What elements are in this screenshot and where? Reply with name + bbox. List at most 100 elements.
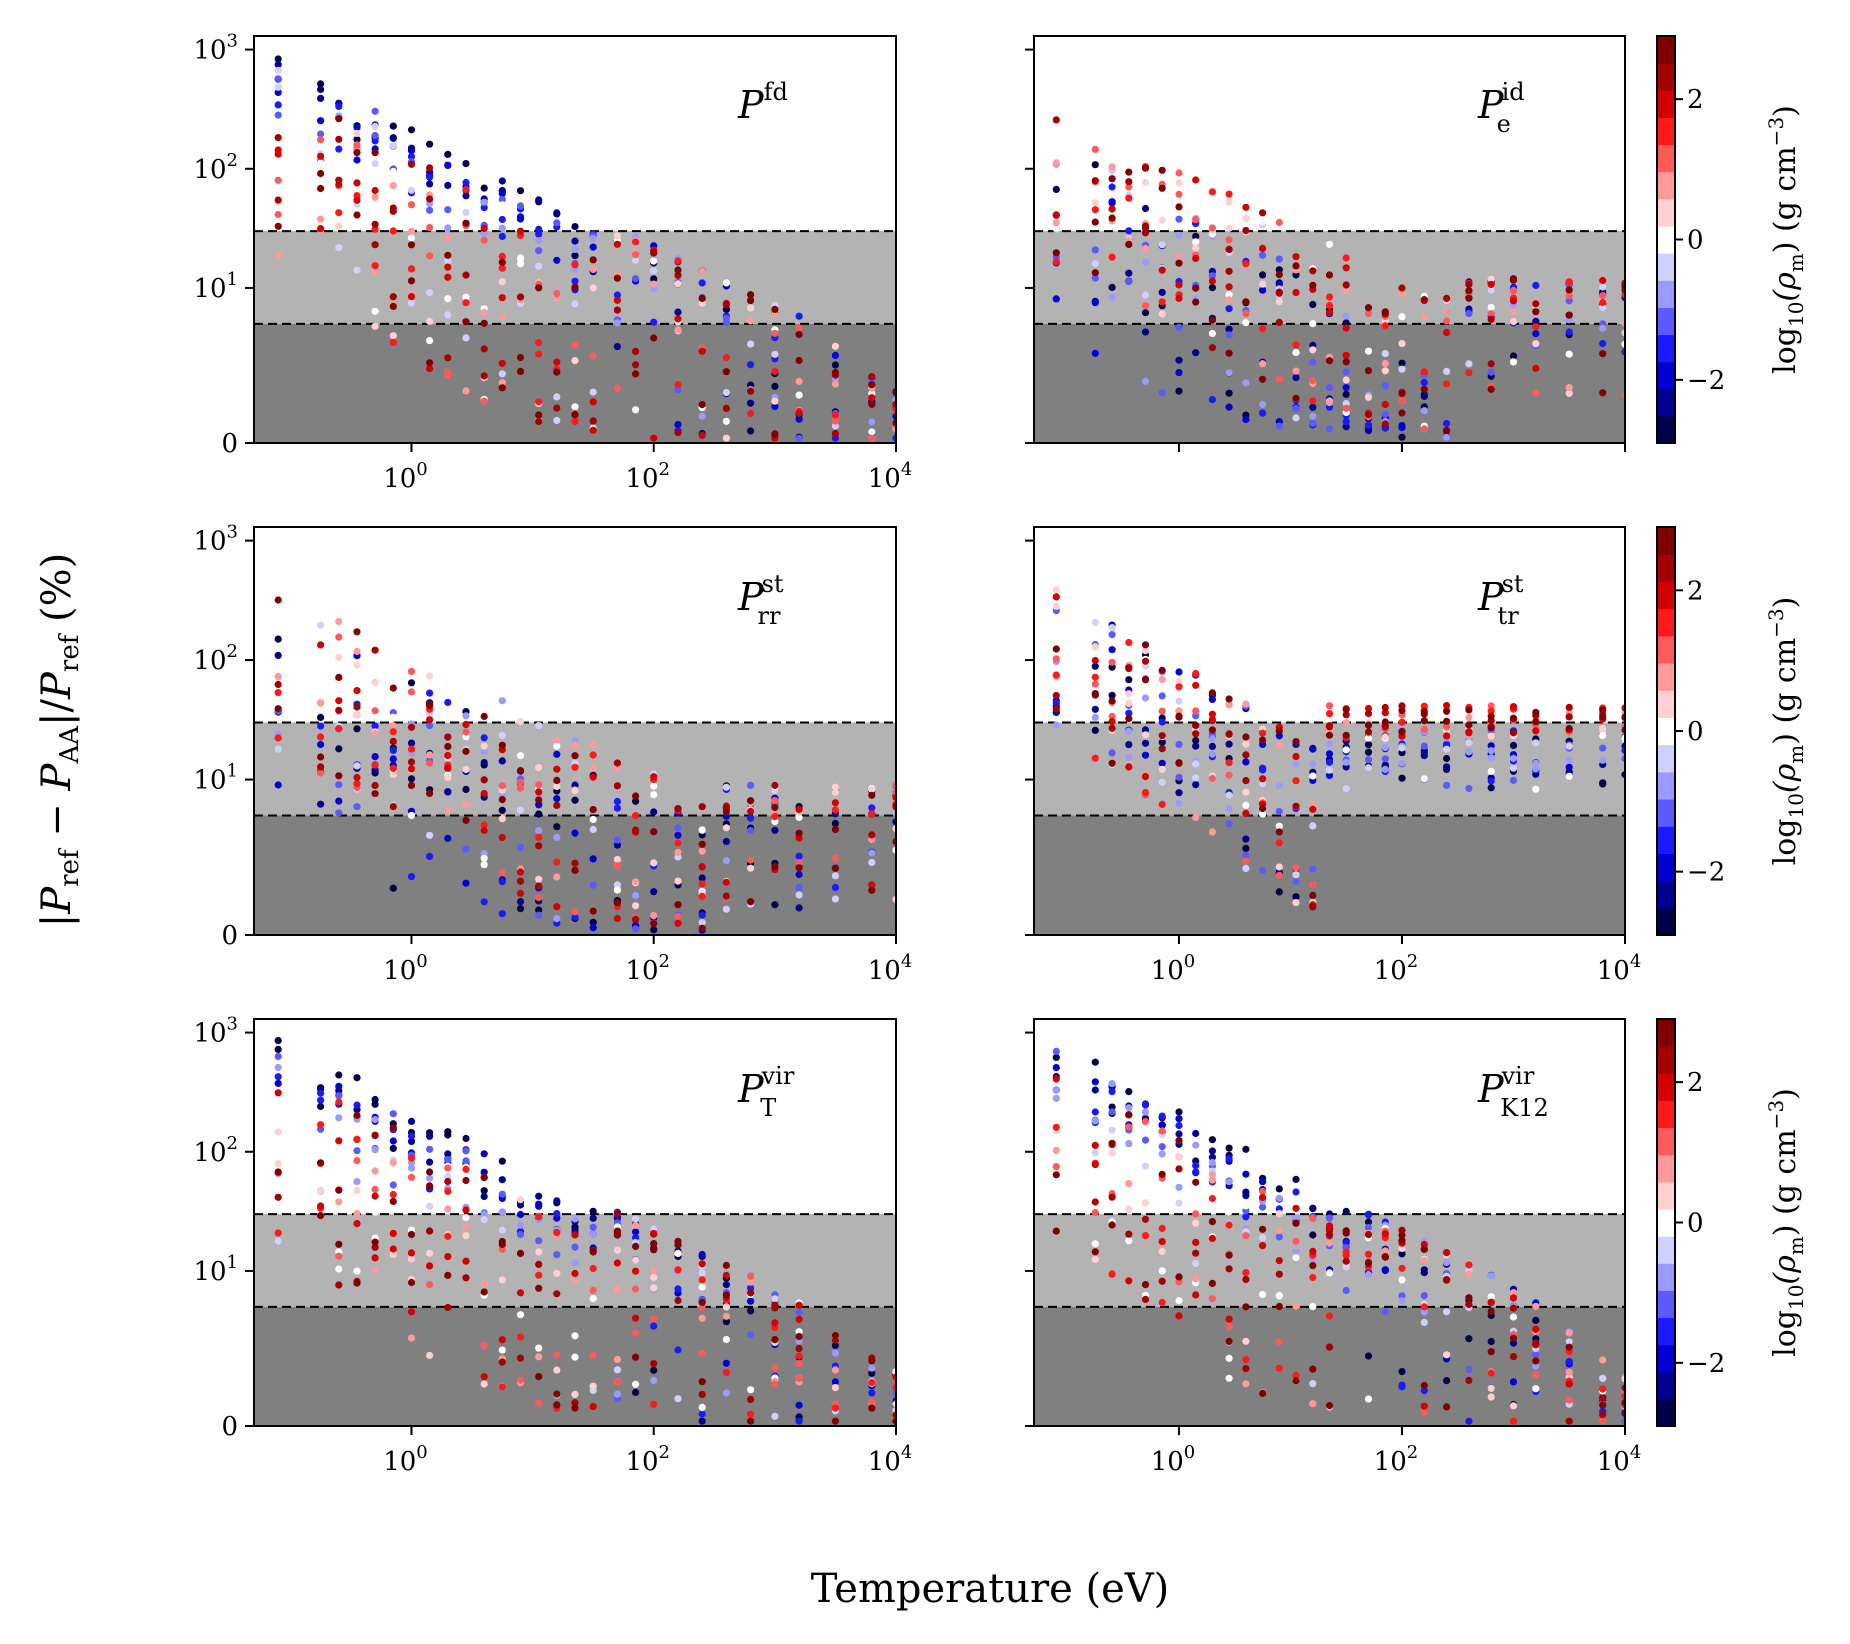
data-point (553, 833, 561, 842)
data-point (1309, 805, 1317, 813)
data-point (389, 182, 397, 190)
data-point (371, 646, 379, 654)
data-point (317, 699, 325, 707)
colorbar-segment (1657, 388, 1675, 417)
data-point (795, 829, 803, 837)
data-point (426, 1202, 434, 1210)
data-point (1208, 689, 1216, 697)
data-point (535, 722, 543, 730)
data-point (1225, 1178, 1233, 1186)
data-point (444, 1131, 452, 1139)
data-point (1465, 1294, 1473, 1302)
data-point (498, 1276, 506, 1284)
data-point (1242, 844, 1250, 853)
data-point (698, 911, 706, 919)
data-point (1325, 1402, 1334, 1410)
data-point (426, 702, 434, 710)
data-point (1091, 145, 1099, 153)
data-point (516, 255, 525, 263)
data-point (1242, 226, 1250, 235)
data-point (1125, 278, 1133, 286)
data-point (1052, 159, 1060, 167)
data-point (1242, 851, 1250, 859)
panel-label: Pvir K12 (1477, 1062, 1549, 1122)
data-point (650, 782, 658, 790)
data-point (1325, 1343, 1334, 1351)
data-point (1398, 339, 1406, 348)
data-point (868, 1357, 876, 1365)
data-point (1342, 376, 1350, 384)
data-point (535, 911, 543, 919)
data-point (1192, 730, 1200, 738)
data-point (1052, 586, 1060, 594)
data-point (1125, 763, 1133, 771)
data-point (335, 1252, 343, 1260)
data-point (498, 1383, 506, 1391)
data-point (1141, 641, 1150, 649)
data-point (1108, 1221, 1116, 1229)
data-point (1532, 1362, 1540, 1370)
data-point (698, 847, 706, 855)
data-point (444, 257, 452, 265)
data-point (1125, 269, 1133, 277)
data-point (1225, 1221, 1233, 1229)
data-point (317, 184, 325, 193)
data-point (535, 882, 543, 890)
data-point (589, 1286, 597, 1294)
data-point (1175, 203, 1183, 211)
data-point (1175, 1199, 1183, 1207)
data-point (1509, 1334, 1518, 1342)
data-point (480, 1288, 488, 1296)
data-point (1192, 669, 1200, 678)
data-point (444, 181, 452, 189)
data-point (1225, 791, 1233, 799)
data-point (1292, 1371, 1300, 1379)
data-point (1259, 360, 1267, 368)
data-point (1292, 893, 1300, 901)
data-point (317, 85, 325, 94)
data-point (1420, 1256, 1428, 1264)
data-point (389, 207, 397, 215)
data-point (1158, 666, 1166, 675)
data-point (771, 1364, 779, 1372)
data-point (1108, 198, 1116, 206)
data-point (444, 733, 452, 741)
data-point (1532, 765, 1540, 773)
data-point (1108, 1126, 1116, 1134)
data-point (1091, 1078, 1099, 1086)
data-point (1309, 320, 1317, 328)
data-point (1208, 1147, 1216, 1155)
data-point (353, 725, 361, 733)
data-point (1052, 593, 1060, 601)
data-point (722, 1303, 731, 1311)
data-point (389, 338, 397, 346)
data-point (317, 130, 325, 138)
data-point (1192, 1168, 1200, 1176)
data-point (868, 785, 876, 794)
data-point (274, 1160, 282, 1168)
data-point (650, 275, 658, 283)
x-tick-label: 104 (868, 1442, 913, 1477)
data-point (868, 831, 876, 839)
data-point (371, 262, 379, 270)
data-point (1443, 701, 1451, 710)
data-point (571, 829, 579, 837)
data-point (389, 884, 397, 892)
data-point (589, 1352, 597, 1360)
band-below-5 (1034, 323, 1625, 443)
data-point (613, 855, 622, 864)
data-point (1141, 309, 1150, 317)
data-point (444, 834, 452, 843)
data-point (831, 422, 840, 430)
data-point (1443, 1259, 1451, 1267)
data-point (1381, 733, 1389, 741)
data-point (553, 404, 561, 412)
data-point (1509, 1304, 1518, 1312)
data-point (389, 167, 397, 176)
data-point (868, 1364, 876, 1372)
data-point (698, 1349, 706, 1357)
data-point (1192, 742, 1200, 750)
data-point (1487, 1293, 1495, 1301)
data-point (1275, 1194, 1283, 1202)
